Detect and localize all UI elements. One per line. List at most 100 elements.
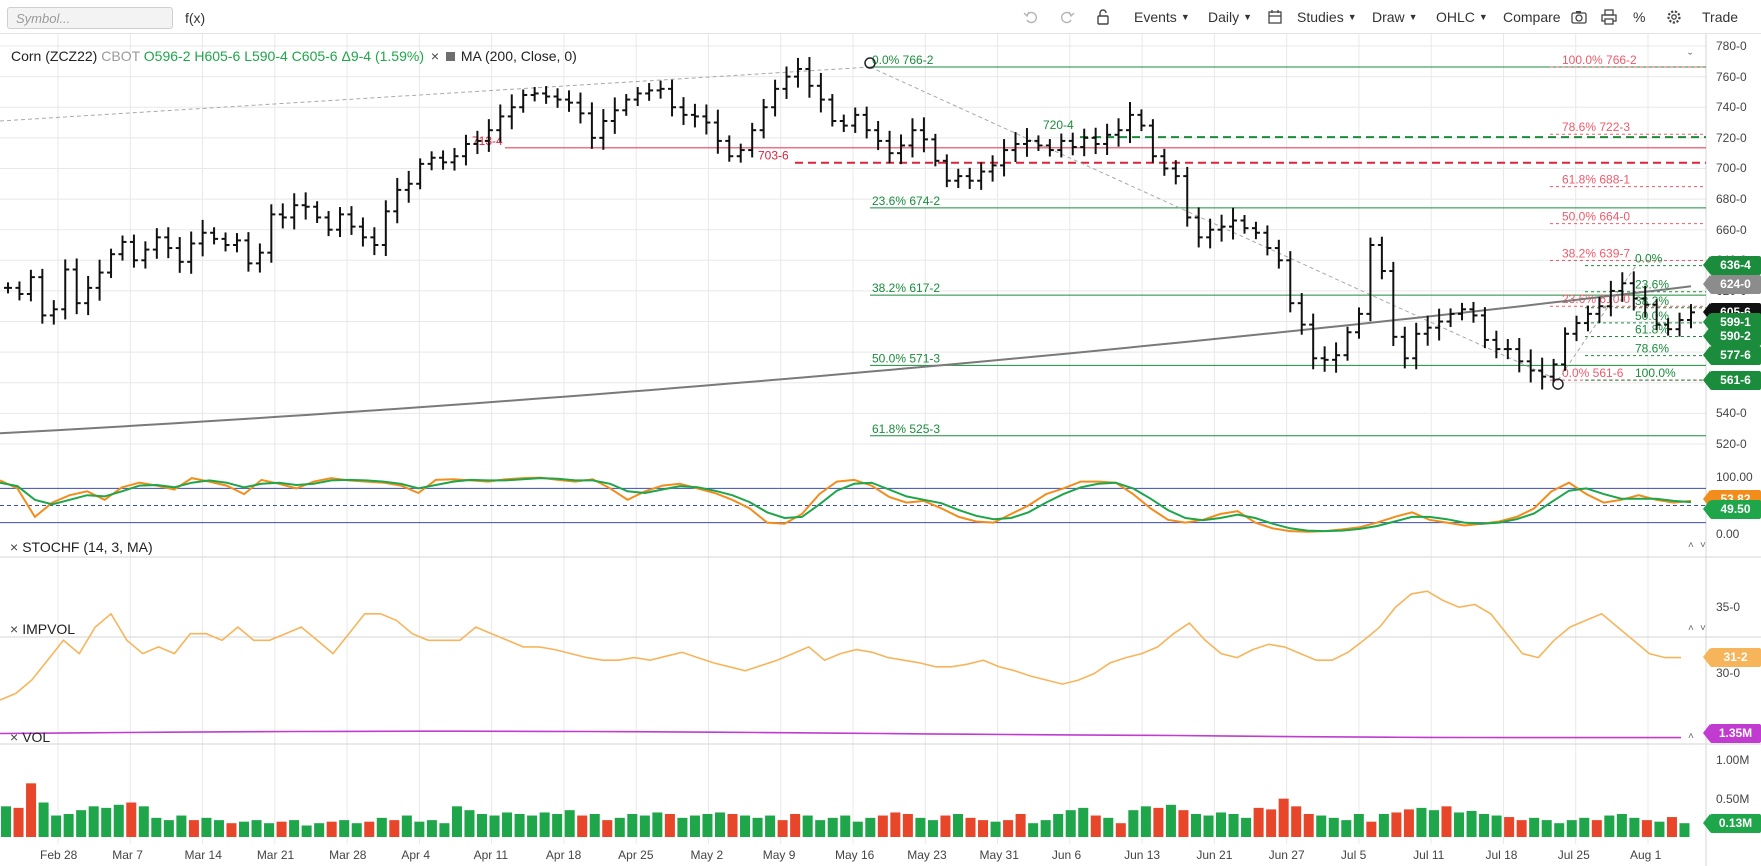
events-menu[interactable]: Events ▼ — [1134, 9, 1190, 25]
volume-bar — [1040, 820, 1051, 837]
support-label: 703-6 — [758, 149, 789, 163]
price-axis-label: 720-0 — [1716, 130, 1747, 145]
fib-level-label: 0.0% 766-2 — [872, 53, 934, 67]
volume-bar — [101, 807, 112, 837]
volume-bar — [827, 817, 838, 837]
percent-toggle[interactable]: % — [1633, 9, 1646, 25]
pane-up-icon[interactable]: ˄ — [1688, 540, 1694, 551]
date-axis-label: May 23 — [907, 848, 947, 862]
calendar-icon[interactable] — [1266, 8, 1284, 26]
fib-level-label: 38.2% 617-2 — [872, 281, 940, 295]
volume-bar — [1291, 806, 1302, 837]
swing-high-marker — [864, 57, 876, 69]
date-axis-label: Mar 21 — [256, 848, 295, 862]
compare-button[interactable]: Compare — [1503, 9, 1561, 25]
volume-bar — [289, 820, 300, 837]
stoch-study-name: STOCHF (14, 3, MA) — [22, 539, 153, 555]
fib-red-label: 50.0% 664-0 — [1562, 210, 1630, 224]
volume-bar — [451, 806, 462, 837]
last-price-tag: 636-4 — [1703, 256, 1761, 276]
symbol-search-input[interactable] — [7, 7, 173, 29]
volume-bar — [1529, 817, 1540, 837]
pane-up-icon[interactable]: ˄ — [1688, 731, 1694, 742]
print-icon[interactable] — [1600, 8, 1618, 26]
low-value: L590-4 — [244, 48, 288, 64]
pane-down-icon[interactable]: ˅ — [1700, 540, 1706, 551]
volume-average-line — [0, 730, 1681, 739]
volume-bar — [940, 815, 951, 837]
volume-bar — [902, 814, 913, 837]
stoch-pane-label: × STOCHF (14, 3, MA) — [10, 539, 153, 555]
level-720-label: 720-4 — [1043, 118, 1074, 132]
volume-bar — [1679, 823, 1690, 837]
fib-red-label: 78.6% 722-3 — [1562, 120, 1630, 134]
undo-icon[interactable] — [1022, 8, 1040, 26]
gear-icon[interactable] — [1665, 8, 1683, 26]
volume-bar — [539, 812, 550, 837]
volume-bar — [1604, 815, 1615, 837]
volume-bar — [1629, 817, 1640, 837]
last-price-tag: 577-6 — [1703, 346, 1761, 366]
volume-bar — [765, 815, 776, 837]
volume-bar — [952, 814, 963, 837]
unlock-icon[interactable] — [1094, 8, 1112, 26]
change-value: Δ9-4 (1.59%) — [341, 48, 424, 64]
volume-bar — [439, 823, 450, 837]
chevron-down-icon: ▼ — [1180, 12, 1190, 22]
pane-down-icon[interactable]: ˅ — [1700, 623, 1706, 634]
collapse-icon[interactable]: ˇ — [1688, 50, 1693, 65]
volume-bar — [251, 820, 262, 837]
price-axis-label: 700-0 — [1716, 161, 1747, 176]
draw-menu[interactable]: Draw ▼ — [1372, 9, 1418, 25]
volume-bar — [1591, 820, 1602, 837]
close-icon[interactable]: × — [10, 621, 19, 637]
chart-canvas[interactable]: 0.0% 766-2 23.6% 674-2 38.2% 617-2 50.0% 57… — [0, 34, 1761, 866]
interval-menu[interactable]: Daily ▼ — [1208, 9, 1253, 25]
volume-bar — [113, 804, 124, 837]
volume-bar — [276, 821, 287, 837]
volume-bar — [1015, 814, 1026, 837]
fib-red-label: 100.0% 766-2 — [1562, 53, 1637, 67]
trade-button[interactable]: Trade — [1702, 9, 1739, 25]
volume-bar — [840, 815, 851, 837]
volume-bar — [1216, 812, 1227, 837]
redo-icon[interactable] — [1058, 8, 1076, 26]
price-axis-label: 760-0 — [1716, 69, 1747, 84]
volume-bar — [1003, 820, 1014, 837]
chevron-down-icon: ▼ — [1347, 12, 1357, 22]
volume-bar — [1353, 814, 1364, 837]
volume-bar — [1303, 814, 1314, 837]
impvol-pane-label: × IMPVOL — [10, 621, 75, 637]
price-axis-label: 680-0 — [1716, 192, 1747, 207]
volume-bar — [364, 821, 375, 837]
volume-bar — [978, 820, 989, 837]
fib-red-label: 61.8% 688-1 — [1562, 173, 1630, 187]
volume-bar — [865, 817, 876, 837]
fx-button[interactable]: f(x) — [185, 10, 206, 26]
volume-bar — [714, 812, 726, 837]
volume-bar — [1128, 810, 1139, 837]
camera-icon[interactable] — [1570, 8, 1588, 26]
volume-bar — [51, 815, 62, 837]
price-axis-label: 520-0 — [1716, 437, 1747, 451]
vol-pane-label: × VOL — [10, 729, 50, 745]
volume-bar — [915, 817, 926, 837]
volume-bar — [1028, 823, 1039, 837]
pane-up-icon[interactable]: ˄ — [1688, 623, 1694, 634]
close-icon[interactable]: × — [10, 729, 19, 745]
toolbar: f(x) Events▼ Daily▼ Studies▼ Draw▼ OHLC▼… — [0, 0, 1761, 34]
studies-menu[interactable]: Studies ▼ — [1297, 9, 1357, 25]
close-icon[interactable]: × — [10, 539, 19, 555]
fib-red-label: 0.0% 561-6 — [1562, 366, 1624, 380]
vol-study-name: VOL — [22, 729, 51, 745]
date-axis-label: Jun 21 — [1196, 848, 1233, 862]
close-value: C605-6 — [291, 48, 338, 64]
remove-symbol-icon[interactable]: × — [430, 48, 440, 64]
date-axis-label: May 31 — [979, 848, 1019, 862]
volume-bar — [514, 814, 525, 837]
volume-last-tag: 0.13M — [1703, 813, 1761, 833]
fib-level-label: 50.0% 571-3 — [872, 351, 940, 365]
volume-bar — [339, 820, 350, 837]
chart-type-menu[interactable]: OHLC ▼ — [1436, 9, 1488, 25]
ma-swatch — [445, 52, 455, 61]
